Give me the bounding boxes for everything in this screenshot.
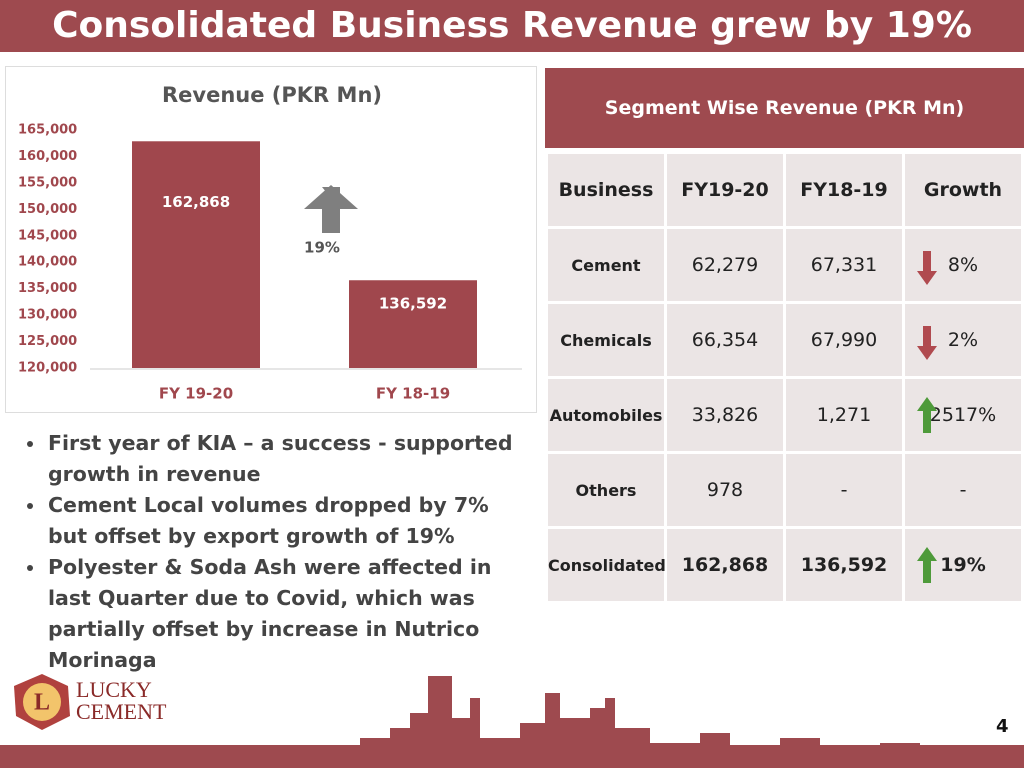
cell: 8% — [902, 226, 1024, 304]
skyline — [0, 676, 1024, 768]
bullet: Polyester & Soda Ash were affected in la… — [46, 552, 526, 676]
logo-text: LUCKY — [76, 677, 152, 702]
bullet-list: First year of KIA – a success - supporte… — [14, 428, 526, 676]
cell: 2517% — [902, 376, 1024, 454]
y-tick-label: 145,000 — [18, 228, 77, 243]
row: Automobiles 33,826 1,271 2517% — [545, 376, 1024, 454]
cell: Cement — [545, 226, 667, 304]
header-cell: FY19-20 — [664, 151, 786, 229]
up-arrow — [917, 547, 937, 583]
cell: 19% — [902, 526, 1024, 604]
x-tick-label: FY 18-19 — [376, 385, 450, 403]
row: Consolidated 162,868 136,592 19% — [545, 526, 1024, 604]
cell: 162,868 — [664, 526, 786, 604]
y-tick-label: 130,000 — [18, 308, 77, 323]
cell-text: 2517% — [929, 404, 997, 426]
cell: 1,271 — [783, 376, 905, 454]
cell: 33,826 — [664, 376, 786, 454]
header-cell: FY18-19 — [783, 151, 905, 229]
cell: 67,990 — [783, 301, 905, 379]
cell: Others — [545, 451, 667, 529]
cell: 136,592 — [783, 526, 905, 604]
row: Others 978 - - — [545, 451, 1024, 529]
bar — [132, 141, 260, 368]
header-cell: Business — [545, 151, 667, 229]
header-row: Business FY19-20 FY18-19 Growth — [545, 151, 1024, 229]
cell: 978 — [664, 451, 786, 529]
row: Chemicals 66,354 67,990 2% — [545, 301, 1024, 379]
y-tick-label: 160,000 — [18, 149, 77, 164]
y-tick-label: 155,000 — [18, 175, 77, 190]
up-arrow — [304, 185, 358, 233]
cell: 66,354 — [664, 301, 786, 379]
data-label: 136,592 — [379, 294, 447, 312]
svg-text:L: L — [34, 690, 50, 716]
slide-title: Consolidated Business Revenue grew by 19… — [0, 0, 1024, 52]
y-tick-label: 120,000 — [18, 361, 77, 376]
data-label: 162,868 — [162, 193, 230, 211]
cell: Chemicals — [545, 301, 667, 379]
logo: L LUCKY CEMENT — [14, 674, 167, 730]
growth-annotation: 19% — [304, 239, 340, 257]
logo-text: CEMENT — [76, 699, 167, 724]
header-cell: Growth — [902, 151, 1024, 229]
y-tick-label: 135,000 — [18, 281, 77, 296]
chart-title: Revenue (PKR Mn) — [162, 83, 382, 107]
table: Business FY19-20 FY18-19 Growth Cement 6… — [545, 151, 1024, 604]
page-number: 4 — [996, 716, 1009, 737]
cell: Automobiles — [545, 376, 667, 454]
bullet: First year of KIA – a success - supporte… — [46, 428, 526, 490]
cell-text: 2% — [947, 329, 979, 351]
segment-table: Segment Wise Revenue (PKR Mn) Business F… — [545, 68, 1024, 604]
cell: - — [902, 451, 1024, 529]
down-arrow — [917, 326, 937, 360]
bullet: Cement Local volumes dropped by 7% but o… — [46, 490, 526, 552]
x-tick-label: FY 19-20 — [159, 385, 233, 403]
cell: 2% — [902, 301, 1024, 379]
cell: Consolidated — [545, 526, 667, 604]
cell: 67,331 — [783, 226, 905, 304]
row: Cement 62,279 67,331 8% — [545, 226, 1024, 304]
y-tick-label: 140,000 — [18, 255, 77, 270]
bar — [349, 280, 477, 368]
cell-text: 19% — [940, 554, 986, 576]
chart-box: Revenue (PKR Mn) 19% 120,000 125,000 130,0… — [5, 66, 537, 413]
cell-text: 8% — [947, 254, 979, 276]
cell: - — [783, 451, 905, 529]
y-tick-label: 150,000 — [18, 202, 77, 217]
up-arrow — [917, 397, 937, 433]
y-tick-label: 125,000 — [18, 334, 77, 349]
cell: 62,279 — [664, 226, 786, 304]
chart: Revenue (PKR Mn) 19% 120,000 125,000 130,0… — [18, 83, 522, 403]
y-tick-label: 165,000 — [18, 123, 77, 138]
table-title: Segment Wise Revenue (PKR Mn) — [545, 68, 1024, 151]
down-arrow — [917, 251, 937, 285]
